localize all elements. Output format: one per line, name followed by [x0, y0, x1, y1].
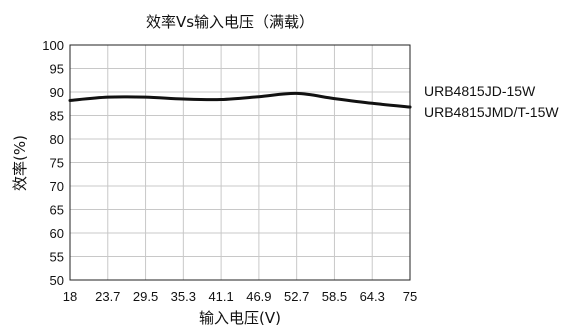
- x-tick-label: 75: [403, 289, 417, 304]
- y-tick-label: 75: [50, 156, 64, 171]
- y-tick-labels: 100 95 90 85 80 75 70 65 60 55 50: [42, 38, 64, 288]
- x-axis-label: 输入电压(V): [199, 309, 281, 327]
- x-tick-label: 23.7: [95, 289, 120, 304]
- y-tick-label: 95: [50, 62, 64, 77]
- x-tick-label: 64.3: [360, 289, 385, 304]
- y-tick-label: 85: [50, 109, 64, 124]
- x-tick-label: 41.1: [208, 289, 233, 304]
- y-tick-label: 90: [50, 85, 64, 100]
- y-tick-label: 80: [50, 132, 64, 147]
- y-tick-label: 60: [50, 226, 64, 241]
- y-tick-label: 50: [50, 273, 64, 288]
- grid-lines: [70, 45, 410, 280]
- x-tick-label: 52.7: [284, 289, 309, 304]
- series-layer: [68, 91, 412, 109]
- x-tick-labels: 18 23.7 29.5 35.3 41.1 46.9 52.7 58.5 64.3 75: [63, 289, 417, 304]
- legend-entry-1: URB4815JD-15W: [424, 83, 536, 99]
- y-axis-label: 效率(%): [11, 135, 29, 191]
- series-line-1: [68, 91, 412, 109]
- x-tick-label: 29.5: [133, 289, 158, 304]
- x-tick-label: 46.9: [246, 289, 271, 304]
- legend-entry-2: URB4815JMD/T-15W: [424, 104, 559, 120]
- y-tick-label: 65: [50, 203, 64, 218]
- x-tick-label: 35.3: [171, 289, 196, 304]
- y-tick-label: 100: [42, 38, 64, 53]
- x-tick-label: 18: [63, 289, 77, 304]
- y-tick-label: 55: [50, 250, 64, 265]
- x-tick-label: 58.5: [322, 289, 347, 304]
- chart-title: 效率Vs输入电压（满载）: [146, 13, 314, 31]
- plot-frame: [69, 44, 411, 281]
- y-tick-label: 70: [50, 179, 64, 194]
